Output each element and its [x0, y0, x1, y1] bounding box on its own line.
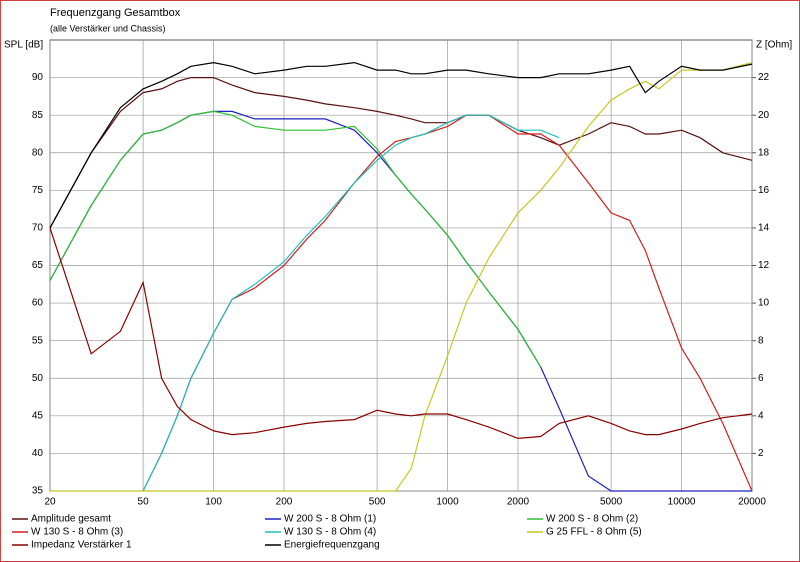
series-line: [49, 61, 753, 229]
x-tick-label: 2000: [507, 497, 530, 508]
y-tick-label: 60: [32, 298, 44, 309]
y2-tick-label: 18: [758, 147, 770, 158]
x-tick-label: 100: [205, 497, 222, 508]
y2-axis-label: Z [Ohm]: [756, 40, 792, 51]
y2-tick-label: 14: [758, 223, 770, 234]
y2-tick-label: 4: [758, 410, 764, 421]
x-tick-label: 200: [276, 497, 293, 508]
y-axis-label: SPL [dB]: [4, 40, 43, 51]
legend-label: G 25 FFL - 8 Ohm (5): [546, 527, 642, 538]
legend-label: Impedanz Verstärker 1: [31, 540, 132, 551]
x-tick-label: 20: [44, 497, 56, 508]
y-tick-label: 35: [32, 486, 44, 497]
x-tick-label: 10000: [668, 497, 696, 508]
legend-label: W 200 S - 8 Ohm (1): [284, 514, 376, 525]
series-line: [49, 77, 753, 229]
chart-title: Frequenzgang Gesamtbox: [50, 7, 181, 19]
y2-tick-label: 12: [758, 260, 770, 271]
y-tick-label: 75: [32, 185, 44, 196]
y-tick-label: 45: [32, 410, 44, 421]
y-tick-label: 80: [32, 147, 44, 158]
y2-tick-label: 6: [758, 373, 764, 384]
legend-label: W 200 S - 8 Ohm (2): [546, 514, 638, 525]
legend-label: Energiefrequenzgang: [284, 540, 380, 551]
chart-subtitle: (alle Verstärker und Chassis): [50, 23, 166, 33]
y-tick-label: 85: [32, 110, 44, 121]
x-tick-label: 1000: [436, 497, 459, 508]
y-tick-label: 50: [32, 373, 44, 384]
legend-label: Amplitude gesamt: [31, 514, 111, 525]
y2-tick-label: 16: [758, 185, 770, 196]
y-tick-label: 65: [32, 260, 44, 271]
y-tick-label: 90: [32, 72, 44, 83]
y-tick-label: 70: [32, 223, 44, 234]
y2-tick-label: 10: [758, 298, 770, 309]
y2-tick-label: 2: [758, 448, 764, 459]
x-tick-label: 20000: [738, 497, 766, 508]
x-tick-label: 50: [138, 497, 150, 508]
x-tick-label: 500: [369, 497, 386, 508]
y2-tick-label: 22: [758, 72, 770, 83]
series-line: [49, 110, 542, 368]
x-tick-label: 5000: [600, 497, 623, 508]
y2-tick-label: 20: [758, 110, 770, 121]
legend-label: W 130 S - 8 Ohm (4): [284, 527, 376, 538]
series-line: [49, 227, 753, 440]
series-line: [142, 114, 560, 492]
legend-label: W 130 S - 8 Ohm (3): [31, 527, 123, 538]
y-tick-label: 40: [32, 448, 44, 459]
y-tick-label: 55: [32, 335, 44, 346]
y2-tick-label: 8: [758, 335, 764, 346]
